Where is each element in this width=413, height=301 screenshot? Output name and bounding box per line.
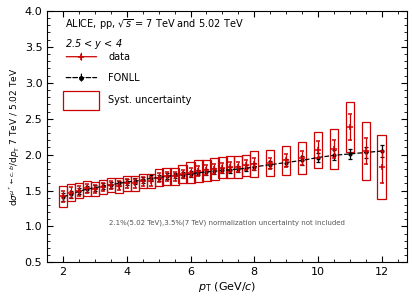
Bar [329,129,337,169]
Text: data: data [108,52,130,62]
Bar [154,169,162,186]
Text: 2.5 < $y$ < 4: 2.5 < $y$ < 4 [65,37,122,51]
Bar [107,178,115,192]
Bar [225,156,234,178]
Bar [99,180,107,194]
Bar [345,102,353,153]
Y-axis label: d$\sigma^{\mu^+ \leftarrow c,b}$/d$p_{\rm T}$ 7 TeV / 5.02 TeV: d$\sigma^{\mu^+ \leftarrow c,b}$/d$p_{\r… [7,67,22,206]
Bar [170,168,178,185]
Bar [67,184,75,201]
Bar [210,158,218,180]
Bar [59,185,67,207]
Bar [90,182,99,196]
Bar [83,181,91,196]
Bar [131,176,139,191]
Bar [234,156,242,178]
Text: FONLL: FONLL [108,73,140,82]
Bar [249,151,258,177]
Bar [122,176,131,191]
Bar [281,146,290,175]
Bar [218,157,226,178]
Text: Syst. uncertainty: Syst. uncertainty [108,95,191,105]
Bar [242,155,250,176]
Bar [313,132,321,168]
Bar [186,162,194,183]
Bar [194,160,202,182]
Bar [138,174,147,188]
Bar [361,122,369,180]
Bar [202,160,210,181]
X-axis label: $p_{\rm T}$ (GeV/$c$): $p_{\rm T}$ (GeV/$c$) [197,280,256,294]
Bar [297,142,305,174]
Bar [162,168,171,185]
Text: ALICE, pp, $\sqrt{s}$ = 7 TeV and 5.02 TeV: ALICE, pp, $\sqrt{s}$ = 7 TeV and 5.02 T… [65,17,243,32]
Bar [265,150,273,176]
Bar [146,174,154,188]
Bar [178,166,186,183]
Bar [75,183,83,198]
Bar [114,178,123,193]
Text: 2.1%(5.02 TeV),3.5%(7 TeV) normalization uncertainty not included: 2.1%(5.02 TeV),3.5%(7 TeV) normalization… [109,220,344,226]
Bar [377,135,385,199]
